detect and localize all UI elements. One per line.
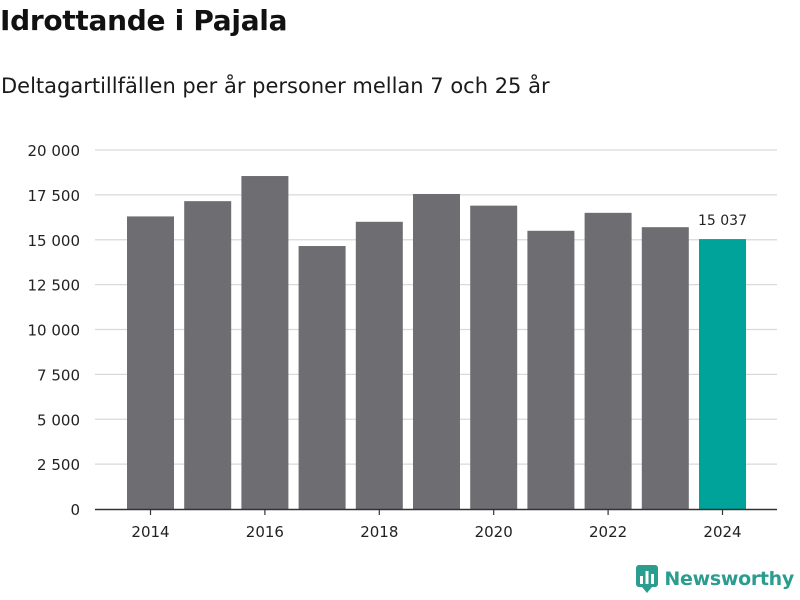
bar <box>413 193 460 510</box>
bar <box>527 230 575 509</box>
bar <box>127 216 174 510</box>
bar <box>641 227 689 509</box>
labels: 0 2 500 5 000 7 500 10 000 12 500 15 000 17 500… <box>28 142 748 541</box>
newsworthy-logo-text: Newsworthy <box>664 568 794 590</box>
bar <box>584 212 632 509</box>
chart-subtitle: Deltagartillfällen per år personer mella… <box>1 74 550 98</box>
y-tick-label: 2 500 <box>37 456 80 474</box>
bar <box>470 205 518 509</box>
data-label: 15 037 <box>698 213 747 229</box>
bar <box>355 221 403 510</box>
newsworthy-logo-icon <box>636 565 659 593</box>
y-tick-label: 10 000 <box>28 322 81 340</box>
y-tick-label: 20 000 <box>28 142 81 160</box>
x-tick-label: 2022 <box>589 523 627 541</box>
y-tick-label: 17 500 <box>28 187 81 205</box>
bars <box>127 176 746 510</box>
x-tick-label: 2016 <box>246 523 284 541</box>
bar-highlight <box>699 239 746 509</box>
bar <box>241 176 289 509</box>
x-tick-label: 2014 <box>131 523 169 541</box>
y-tick-label: 5 000 <box>37 411 80 429</box>
newsworthy-logo: Newsworthy <box>636 564 794 594</box>
y-tick-label: 15 000 <box>28 232 81 250</box>
bar <box>298 246 346 509</box>
x-tick-label: 2018 <box>360 523 398 541</box>
chart-title: Idrottande i Pajala <box>0 4 288 37</box>
axes <box>95 508 777 515</box>
y-tick-label: 0 <box>70 501 80 519</box>
y-tick-label: 7 500 <box>37 366 80 384</box>
y-tick-label: 12 500 <box>28 277 81 295</box>
x-tick-label: 2024 <box>703 523 741 541</box>
bar <box>184 201 232 509</box>
x-tick-label: 2020 <box>475 523 513 541</box>
